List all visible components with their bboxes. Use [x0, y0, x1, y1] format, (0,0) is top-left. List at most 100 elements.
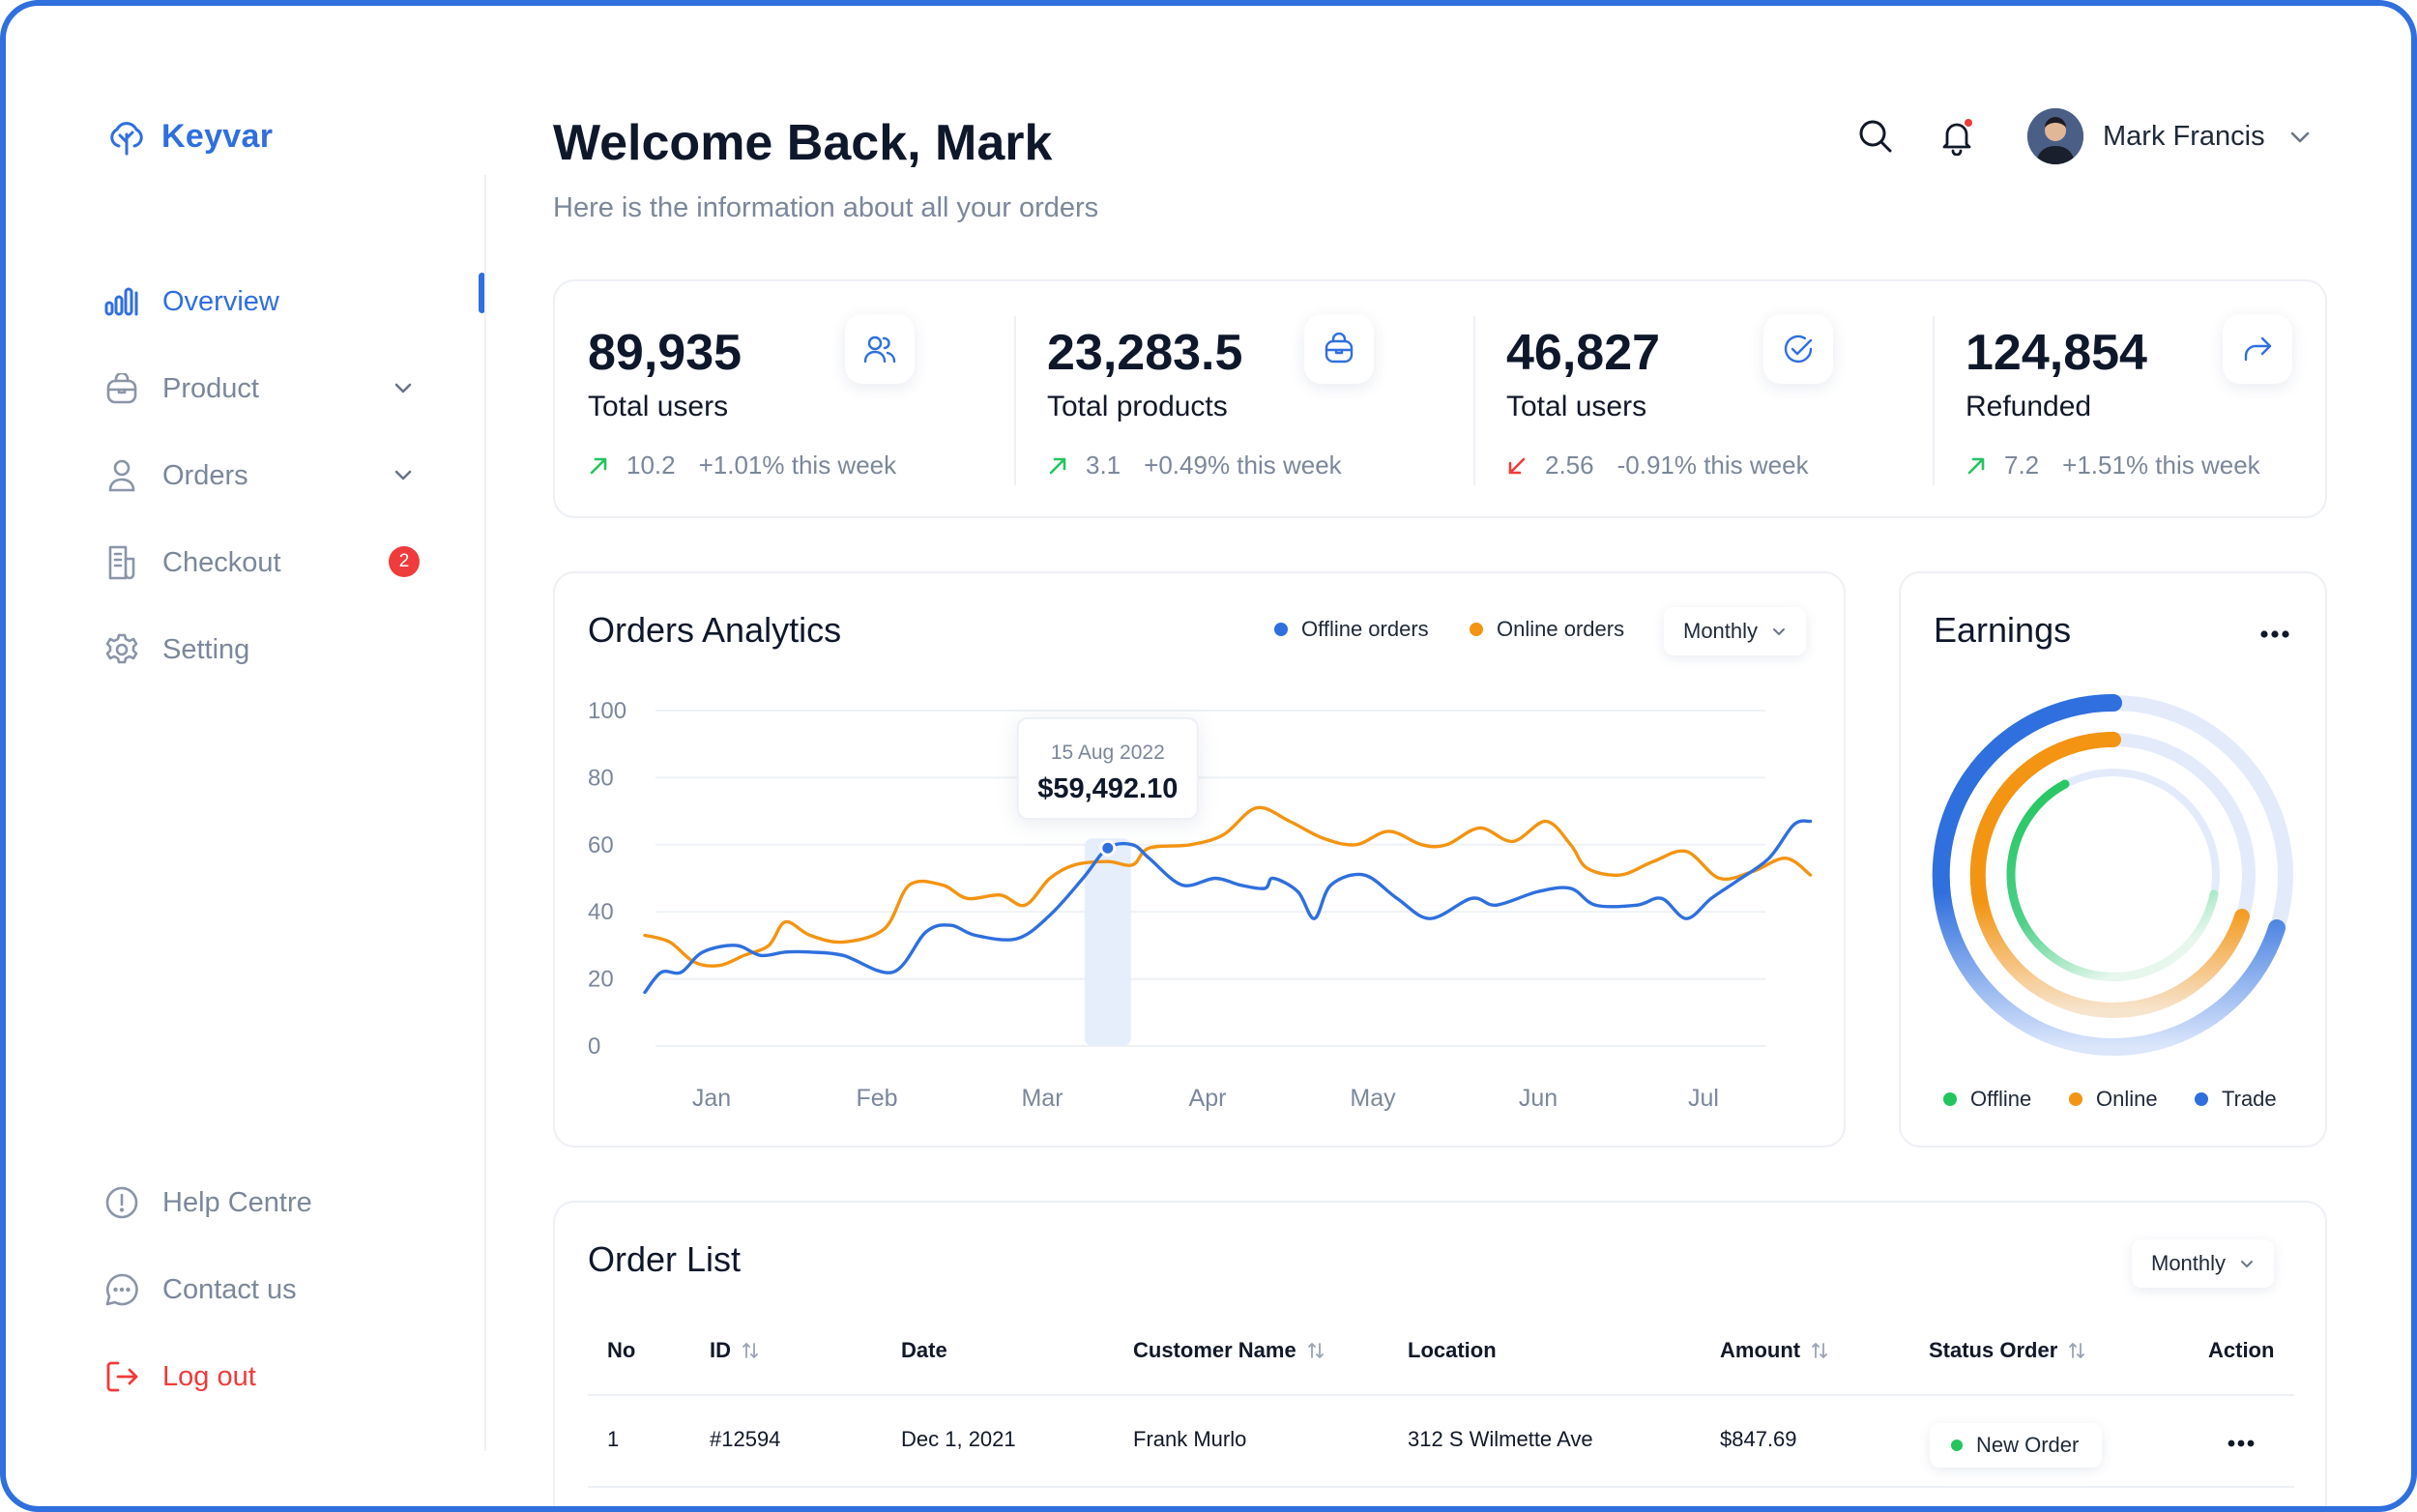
notification-badge: 2 — [389, 546, 420, 577]
legend-online: Online orders — [1470, 617, 1624, 642]
column-header-no: No — [607, 1338, 636, 1362]
tooltip-value: $59,492.10 — [1037, 773, 1178, 804]
tooltip-box — [1016, 717, 1199, 820]
sidebar-item-checkout[interactable]: Checkout 2 — [102, 534, 420, 592]
order-period-select[interactable]: Monthly — [2132, 1239, 2275, 1288]
receipt-icon — [102, 543, 141, 582]
chart-tooltip: 15 Aug 2022 $59,492.10 — [1016, 717, 1199, 820]
stat-divider — [1473, 316, 1475, 485]
check-circle-icon — [1782, 333, 1815, 365]
orders-analytics-card: Orders Analytics Offline orders Online o… — [553, 571, 1846, 1148]
column-header-date: Date — [901, 1338, 947, 1362]
stat-trend: 10.2 +1.01% this week — [588, 451, 896, 480]
sidebar-item-orders[interactable]: Orders — [102, 447, 412, 505]
legend-dot — [2195, 1092, 2208, 1106]
stat-percent: +1.01% this week — [698, 451, 897, 480]
earnings-legend-online: Online — [2069, 1087, 2158, 1112]
sort-icon[interactable] — [741, 1341, 760, 1360]
sidebar-item-setting[interactable]: Setting — [102, 621, 249, 679]
bag-icon — [1323, 333, 1355, 365]
sidebar-item-help-centre[interactable]: Help Centre — [102, 1174, 312, 1232]
period-select[interactable]: Monthly — [1664, 607, 1807, 655]
stats-card: 89,935 Total users 10.2 +1.01% this week… — [553, 279, 2327, 518]
column-header-action: Action — [2208, 1338, 2275, 1362]
legend-label: Online orders — [1497, 617, 1625, 641]
active-indicator — [479, 273, 485, 313]
stat-3: 124,854 Refunded 7.2 +1.51% this week — [1933, 281, 2375, 516]
y-tick-label: 20 — [588, 967, 614, 993]
stat-icon-button[interactable] — [1304, 314, 1374, 384]
stat-label: Total users — [1506, 391, 1647, 422]
stat-0: 89,935 Total users 10.2 +1.01% this week — [555, 281, 998, 516]
stat-1: 23,283.5 Total products 3.1 +0.49% this … — [1014, 281, 1457, 516]
sidebar-item-overview[interactable]: Overview — [102, 273, 279, 331]
order-list-card: Order List Monthly No ID Date Customer N… — [553, 1201, 2327, 1506]
series-line-online — [643, 805, 1813, 968]
sidebar-item-label: Checkout — [162, 546, 281, 578]
sort-icon[interactable] — [1306, 1341, 1325, 1360]
highlight-point — [1099, 839, 1117, 857]
column-header-id[interactable]: ID — [710, 1338, 760, 1363]
sidebar-item-label: Setting — [162, 633, 250, 665]
more-options-button[interactable] — [2254, 618, 2296, 651]
cell-amount: $847.69 — [1720, 1427, 1797, 1451]
x-tick-label: Jan — [692, 1085, 731, 1112]
page-subtitle: Here is the information about all your o… — [553, 192, 1099, 223]
stat-2: 46,827 Total users 2.56 -0.91% this week — [1473, 281, 1916, 516]
info-icon — [102, 1183, 141, 1222]
status-label: New Order — [1976, 1433, 2080, 1457]
orders-line-chart: 100 80 60 40 20 0 Jan Feb Mar Apr May Jun Jul 15 Aug … — [588, 698, 1813, 1112]
column-header-status[interactable]: Status Order — [1929, 1338, 2086, 1363]
search-icon — [1859, 120, 1892, 153]
stat-icon-button[interactable] — [1763, 314, 1833, 384]
stat-delta: 3.1 — [1086, 451, 1121, 480]
logout-icon — [102, 1357, 141, 1396]
card-title: Orders Analytics — [588, 610, 842, 650]
trend-up-icon — [1967, 457, 1985, 474]
cell-date: Dec 1, 2021 — [901, 1427, 1016, 1451]
trend-up-icon — [1049, 457, 1066, 474]
bar-chart-icon — [102, 282, 141, 321]
stat-percent: +0.49% this week — [1144, 451, 1342, 480]
x-tick-label: Feb — [856, 1085, 897, 1112]
column-header-customer[interactable]: Customer Name — [1133, 1338, 1325, 1363]
stat-delta: 7.2 — [2004, 451, 2040, 480]
header-divider — [588, 1394, 2294, 1396]
legend-offline: Offline orders — [1274, 617, 1429, 642]
sidebar-item-product[interactable]: Product — [102, 360, 412, 418]
column-header-amount[interactable]: Amount — [1720, 1338, 1829, 1363]
stat-icon-button[interactable] — [845, 314, 915, 384]
sidebar: Keyvar Overview Product — [6, 6, 486, 1506]
trend-up-icon — [590, 457, 607, 474]
stat-label: Total products — [1047, 391, 1228, 422]
chevron-down-icon[interactable] — [391, 462, 416, 487]
cell-no: 1 — [607, 1427, 620, 1451]
period-select-value: Monthly — [1683, 619, 1759, 643]
y-tick-label: 100 — [588, 698, 626, 724]
chevron-down-icon[interactable] — [391, 375, 416, 400]
stat-value: 124,854 — [1966, 325, 2147, 381]
stat-icon-button[interactable] — [2223, 314, 2292, 384]
sidebar-item-log-out[interactable]: Log out — [102, 1348, 256, 1406]
more-horizontal-icon — [2260, 630, 2289, 638]
sidebar-divider — [484, 175, 486, 1451]
legend-dot — [1470, 623, 1483, 636]
gear-icon — [102, 630, 141, 669]
row-action-button[interactable] — [2220, 1427, 2262, 1460]
user-menu[interactable]: Mark Francis — [2027, 108, 2314, 164]
stat-value: 23,283.5 — [1047, 325, 1243, 381]
user-name: Mark Francis — [2103, 120, 2265, 152]
earnings-donut-chart — [1932, 694, 2293, 1056]
legend-label: Online — [2096, 1087, 2158, 1111]
logo[interactable]: Keyvar — [105, 115, 273, 158]
chevron-down-icon — [2241, 1261, 2254, 1268]
sidebar-item-contact-us[interactable]: Contact us — [102, 1261, 297, 1319]
notifications-button[interactable] — [1933, 112, 1981, 160]
legend-dot — [1943, 1092, 1957, 1106]
x-tick-label: Jun — [1519, 1085, 1558, 1112]
sort-icon[interactable] — [1810, 1341, 1829, 1360]
tooltip-date: 15 Aug 2022 — [1051, 741, 1165, 764]
search-button[interactable] — [1851, 112, 1900, 160]
legend-dot — [1274, 623, 1288, 636]
sort-icon[interactable] — [2067, 1341, 2086, 1360]
